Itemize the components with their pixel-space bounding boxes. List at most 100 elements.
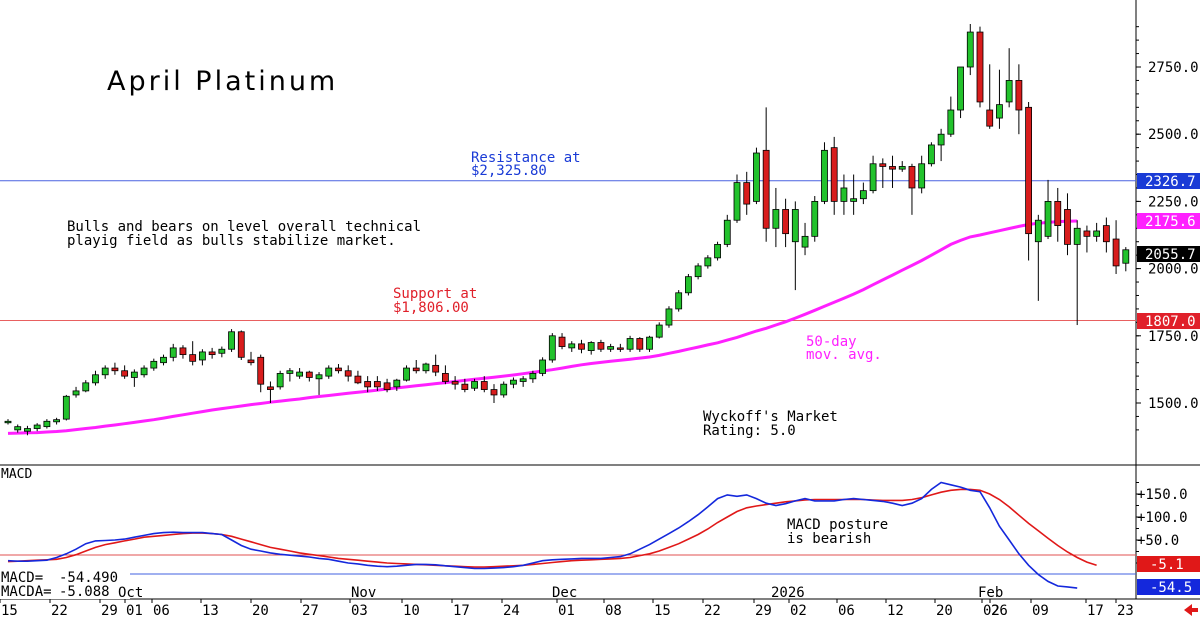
macda-badge-text: -5.1 [1150, 557, 1184, 573]
candle-body [451, 381, 459, 385]
candle-down [830, 136, 838, 215]
x-date-label: 26 [991, 603, 1008, 619]
candle-up [33, 423, 41, 432]
candle-body [150, 360, 158, 369]
commentary-line-1: Bulls and bears on level overall technic… [67, 219, 421, 235]
ma-badge: 2175.6 [1137, 213, 1200, 230]
candle-body [4, 420, 12, 424]
candle-up [169, 343, 177, 362]
candle-body [782, 209, 789, 235]
x-date-label: 09 [1032, 603, 1049, 619]
candle-body [646, 336, 653, 350]
candle-body [267, 386, 274, 390]
candle-body [296, 371, 304, 377]
candle-up [714, 241, 721, 261]
candle-down [257, 354, 265, 393]
candle-up [801, 222, 809, 256]
candle-body [325, 367, 333, 377]
price-tick-label: 2000.0 [1148, 262, 1199, 278]
candle-down [490, 384, 498, 403]
macd-readout-label: MACD= [1, 570, 43, 586]
candle-body [918, 163, 926, 189]
candle-up [24, 425, 31, 436]
candle-down [432, 354, 440, 377]
candle-down [441, 365, 449, 385]
price-tick-label: 1500.0 [1148, 396, 1199, 412]
support-label-line-1: Support at [393, 286, 477, 302]
candle-body [821, 149, 828, 202]
candle-body [82, 382, 90, 392]
candle-up [1044, 179, 1052, 240]
candle-body [432, 364, 440, 373]
candle-down [558, 333, 566, 350]
candle-body [840, 187, 848, 202]
candle-up [646, 335, 653, 352]
candle-up [918, 155, 926, 194]
candle-up [228, 329, 235, 352]
candle-body [1093, 230, 1101, 237]
candle-up [753, 147, 760, 205]
candle-down [335, 364, 342, 374]
x-date-label: 01 [558, 603, 575, 619]
x-date-label: 01 [126, 603, 143, 619]
candle-body [257, 356, 265, 385]
macd-tick-label: +100.0 [1137, 510, 1188, 526]
candle-body [14, 426, 22, 431]
candle-body [422, 363, 430, 372]
candle-up [286, 368, 294, 382]
candle-up [655, 322, 663, 339]
candle-up [393, 378, 401, 391]
x-date-label: 15 [1, 603, 18, 619]
candle-body [315, 374, 323, 380]
candle-down [578, 339, 585, 354]
candle-body [607, 346, 615, 350]
candle-body [189, 354, 197, 362]
chart-title: April Platinum [107, 66, 338, 97]
x-date-label: 24 [503, 603, 520, 619]
x-date-label: 08 [605, 603, 622, 619]
candle-down [976, 26, 984, 108]
x-date-label: 23 [1117, 603, 1134, 619]
candle-up [1122, 247, 1130, 272]
candle-down [344, 365, 352, 382]
x-date-label: 20 [936, 603, 953, 619]
candle-body [548, 335, 556, 361]
candle-up [957, 66, 964, 119]
candle-body [276, 373, 284, 388]
candle-body [237, 331, 245, 358]
candle-down [208, 347, 216, 359]
candle-body [753, 152, 760, 202]
candle-body [694, 265, 702, 278]
candle-up [150, 358, 158, 371]
macd-tick-label: +150.0 [1137, 487, 1188, 503]
candle-body [1025, 106, 1032, 235]
candle-body [578, 343, 585, 350]
candle-body [791, 209, 799, 243]
price-tick-label: 2500.0 [1148, 127, 1199, 143]
candle-down [237, 330, 245, 360]
x-month-label: Nov [351, 585, 376, 601]
support-label-line-2: $1,806.00 [393, 300, 469, 316]
candle-up [296, 368, 304, 379]
candle-up [101, 365, 109, 379]
candle-up [898, 161, 906, 172]
candle-body [286, 370, 294, 374]
candle-body [1102, 225, 1110, 243]
candle-down [636, 337, 644, 352]
x-date-label: 15 [654, 603, 671, 619]
arrow-left-icon[interactable] [1184, 604, 1198, 616]
commentary-line-2: playig field as bulls stabilize market. [67, 233, 396, 249]
candle-body [762, 149, 770, 229]
price-levels [0, 180, 1136, 321]
candle-up [315, 372, 323, 395]
candle-body [655, 324, 663, 338]
candle-body [1005, 80, 1013, 103]
candle-body [1122, 249, 1130, 264]
candle-down [364, 376, 372, 393]
candle-body [344, 370, 352, 377]
last-price-badge-text: 2055.7 [1145, 247, 1196, 263]
candle-body [1015, 80, 1023, 111]
candle-down [121, 365, 129, 379]
candle-down [305, 370, 313, 382]
candle-up [704, 255, 712, 269]
